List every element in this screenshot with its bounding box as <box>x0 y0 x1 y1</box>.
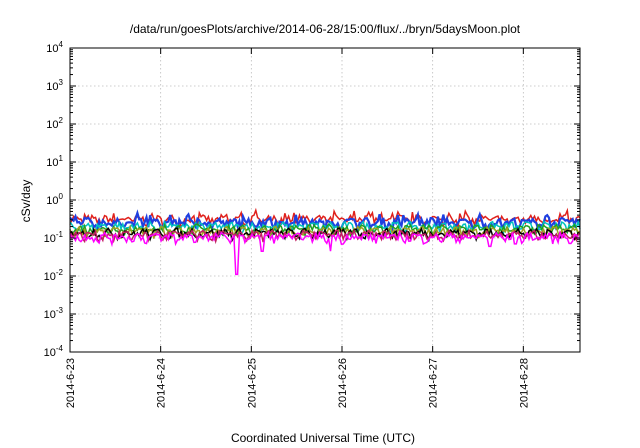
y-tick-label: 10-4 <box>44 344 64 359</box>
x-tick-label: 2014-6-25 <box>246 358 258 408</box>
y-tick-label: 102 <box>46 116 63 131</box>
grid-lines <box>69 48 580 352</box>
x-axis-label: Coordinated Universal Time (UTC) <box>231 431 415 445</box>
series-line <box>69 229 580 276</box>
series-lines <box>69 207 581 276</box>
y-axis-label: cSv/day <box>19 180 33 223</box>
y-tick-label: 10-3 <box>44 306 64 321</box>
y-tick-label: 101 <box>46 154 63 169</box>
y-tick-label: 103 <box>46 78 63 93</box>
x-tick-label: 2014-6-26 <box>337 358 349 408</box>
chart-title: /data/run/goesPlots/archive/2014-06-28/1… <box>130 22 521 36</box>
y-tick-label: 100 <box>46 192 63 207</box>
x-tick-label: 2014-6-27 <box>428 358 440 408</box>
x-tick-label: 2014-6-28 <box>518 358 530 408</box>
x-tick-label: 2014-6-24 <box>156 358 168 408</box>
y-tick-label: 10-1 <box>44 230 64 245</box>
axis-ticks: 10-4 10-3 10-2 10-1 100 101 102 103 104 2014-6-23… <box>44 40 580 408</box>
y-tick-label: 104 <box>46 40 63 55</box>
x-tick-label: 2014-6-23 <box>65 358 77 408</box>
series-line <box>69 219 581 236</box>
y-tick-label: 10-2 <box>44 268 64 283</box>
